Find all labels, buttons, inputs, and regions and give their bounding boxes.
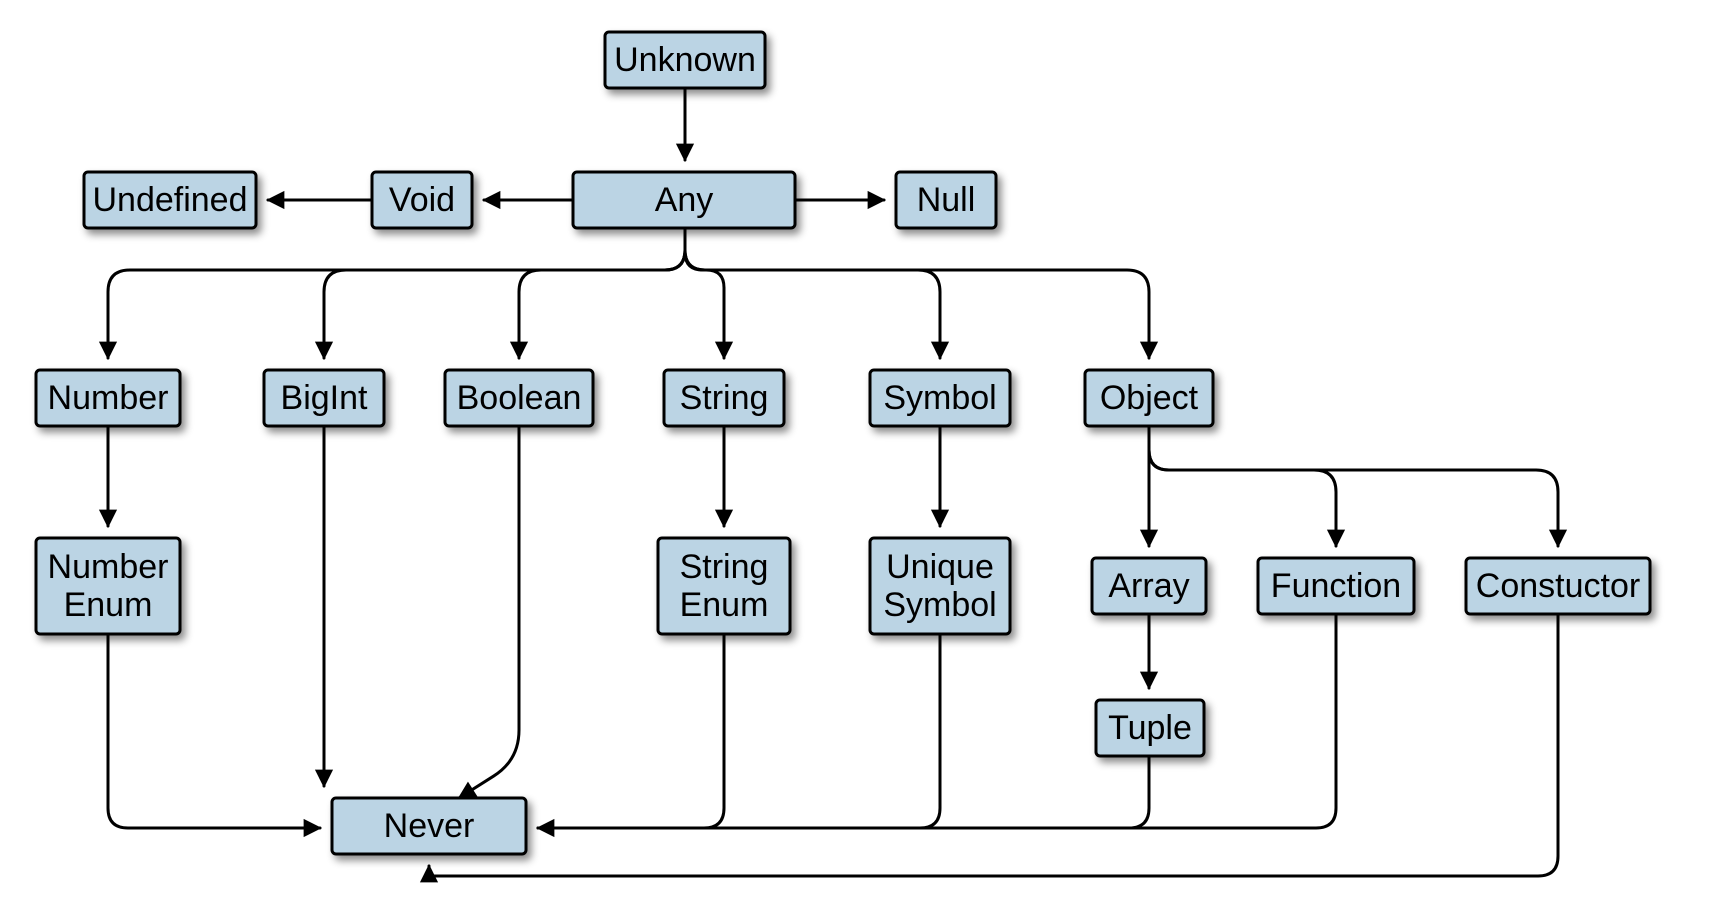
node-string: String (664, 370, 784, 426)
node-function: Function (1258, 558, 1414, 614)
edge-object-to-constructor (1149, 426, 1558, 546)
node-number: Number (36, 370, 180, 426)
edge-constructor-to-never (429, 614, 1558, 876)
node-object: Object (1085, 370, 1213, 426)
node-boolean-label: Boolean (457, 379, 582, 417)
edge-tuple-to-never (538, 756, 1149, 828)
node-unknown: Unknown (605, 32, 765, 88)
node-object-label: Object (1100, 379, 1199, 417)
edge-any-to-boolean (519, 228, 685, 358)
node-string-label: String (680, 379, 769, 417)
node-null: Null (896, 172, 996, 228)
node-bigint: BigInt (264, 370, 384, 426)
node-tuple: Tuple (1096, 700, 1204, 756)
node-symbol: Symbol (870, 370, 1010, 426)
node-undefined: Undefined (84, 172, 256, 228)
edge-any-to-number (108, 228, 685, 358)
node-undefined-label: Undefined (92, 181, 247, 219)
edge-boolean-to-never (459, 426, 519, 798)
edge-uniquesymbol-to-never (538, 634, 940, 828)
node-null-label: Null (917, 181, 976, 219)
node-constructor-label: Constuctor (1476, 567, 1640, 605)
node-tuple-label: Tuple (1108, 709, 1192, 747)
node-bigint-label: BigInt (281, 379, 368, 417)
node-symbol-label: Symbol (883, 379, 996, 417)
node-function-label: Function (1271, 567, 1401, 605)
node-numberenum: NumberEnum (36, 538, 180, 634)
edge-numberenum-to-never (108, 634, 320, 828)
edges-layer (108, 88, 1558, 876)
node-never: Never (332, 798, 526, 854)
node-constructor: Constuctor (1466, 558, 1650, 614)
node-void: Void (372, 172, 472, 228)
edge-function-to-never (538, 614, 1336, 828)
node-array-label: Array (1108, 567, 1189, 605)
node-array: Array (1092, 558, 1206, 614)
edge-any-to-object (685, 228, 1149, 358)
node-boolean: Boolean (445, 370, 593, 426)
nodes-layer: Unknown Undefined Void Any Null Number BigInt B… (36, 32, 1650, 854)
node-any: Any (573, 172, 795, 228)
node-stringenum-label: StringEnum (680, 548, 769, 624)
edge-object-to-function (1149, 426, 1336, 546)
node-uniquesymbol-label: UniqueSymbol (883, 548, 996, 624)
node-never-label: Never (384, 807, 475, 845)
edge-any-to-bigint (324, 228, 685, 358)
node-numberenum-label: NumberEnum (48, 548, 169, 624)
edge-any-to-string (685, 228, 724, 358)
node-unknown-label: Unknown (614, 41, 756, 79)
node-uniquesymbol: UniqueSymbol (870, 538, 1010, 634)
edge-stringenum-to-never (538, 634, 724, 828)
node-stringenum: StringEnum (658, 538, 790, 634)
node-number-label: Number (48, 379, 169, 417)
type-hierarchy-diagram: Unknown Undefined Void Any Null Number BigInt B… (0, 0, 1734, 914)
node-any-label: Any (655, 181, 714, 219)
node-void-label: Void (389, 181, 455, 219)
